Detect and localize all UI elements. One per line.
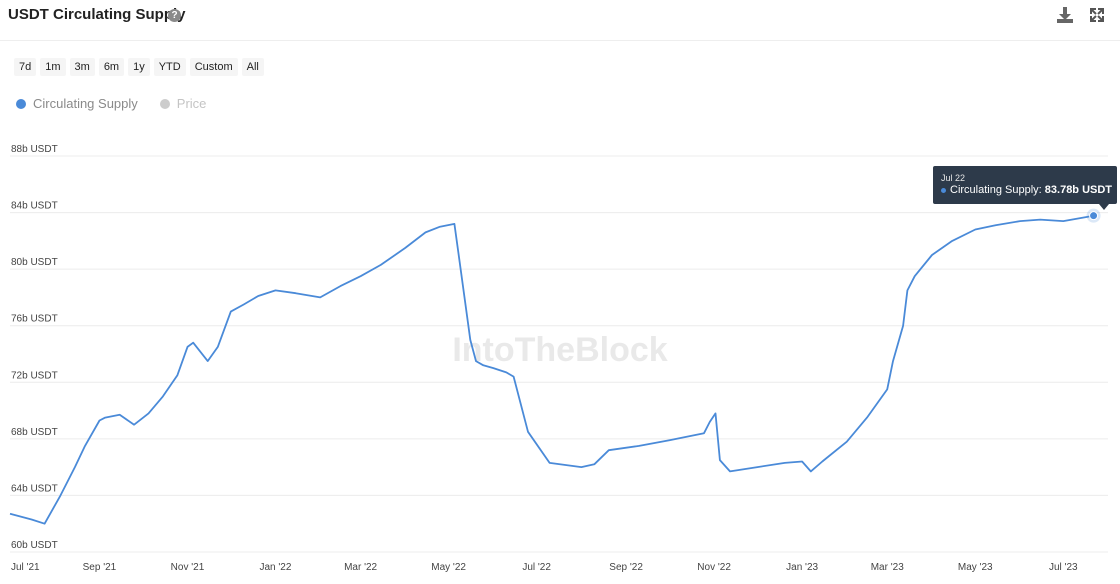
x-tick-label: Jul '23	[1049, 562, 1078, 573]
x-tick-label: May '22	[431, 562, 466, 573]
download-icon[interactable]	[1056, 6, 1074, 24]
y-tick-label: 80b USDT	[11, 257, 58, 268]
range-button-1m[interactable]: 1m	[40, 58, 66, 76]
range-button-ytd[interactable]: YTD	[153, 58, 186, 76]
watermark: IntoTheBlock	[452, 331, 667, 369]
series-line-circulating-supply	[9, 214, 1094, 525]
y-tick-label: 88b USDT	[11, 144, 58, 155]
range-button-7d[interactable]: 7d	[14, 58, 37, 76]
tooltip-value: 83.78b USDT	[1044, 184, 1113, 196]
x-tick-label: Mar '23	[871, 562, 904, 573]
page-title: USDT Circulating Supply	[8, 6, 186, 23]
y-tick-label: 84b USDT	[11, 201, 58, 212]
chart-header: USDT Circulating Supply ?	[0, 0, 1120, 41]
x-tick-label: Sep '21	[83, 562, 117, 573]
legend-item-circulating-supply[interactable]: Circulating Supply	[16, 96, 138, 111]
fullscreen-icon[interactable]	[1088, 6, 1106, 24]
legend-label: Price	[176, 96, 207, 111]
x-tick-label: Jan '23	[786, 562, 818, 573]
range-button-all[interactable]: All	[241, 58, 264, 76]
x-tick-label: Nov '22	[697, 562, 731, 573]
legend-label: Circulating Supply	[33, 96, 138, 111]
range-button-6m[interactable]: 6m	[98, 58, 125, 76]
tooltip-series-label: Circulating Supply:	[950, 184, 1042, 196]
x-tick-label: Jul '22	[522, 562, 551, 573]
range-button-3m[interactable]: 3m	[69, 58, 95, 76]
x-tick-label: May '23	[958, 562, 993, 573]
y-tick-label: 60b USDT	[11, 540, 58, 551]
y-tick-label: 76b USDT	[11, 314, 58, 325]
x-tick-label: Jul '21	[11, 562, 40, 573]
x-tick-label: Nov '21	[171, 562, 205, 573]
range-selector: 7d 1m 3m 6m 1y YTD Custom All	[14, 58, 264, 76]
data-point[interactable]	[1089, 211, 1099, 221]
x-tick-label: Mar '22	[344, 562, 377, 573]
legend-dot	[159, 98, 170, 109]
tooltip-series-dot	[941, 187, 946, 193]
x-tick-label: Sep '22	[609, 562, 643, 573]
legend: Circulating Supply Price	[16, 96, 206, 111]
legend-item-price[interactable]: Price	[159, 96, 207, 111]
tooltip-date: Jul 22	[941, 173, 966, 183]
range-button-1y[interactable]: 1y	[128, 58, 150, 76]
y-tick-label: 64b USDT	[11, 483, 58, 494]
tooltip-arrow	[1099, 204, 1109, 210]
tooltip-row: Circulating Supply: 83.78b USDT	[941, 184, 1113, 196]
range-button-custom[interactable]: Custom	[189, 58, 238, 76]
y-tick-label: 72b USDT	[11, 370, 58, 381]
question-circle-icon[interactable]: ?	[168, 9, 181, 22]
x-tick-label: Jan '22	[260, 562, 292, 573]
y-tick-label: 68b USDT	[11, 427, 58, 438]
tooltip: Jul 22 Circulating Supply: 83.78b USDT	[933, 166, 1117, 204]
legend-dot	[16, 98, 26, 109]
